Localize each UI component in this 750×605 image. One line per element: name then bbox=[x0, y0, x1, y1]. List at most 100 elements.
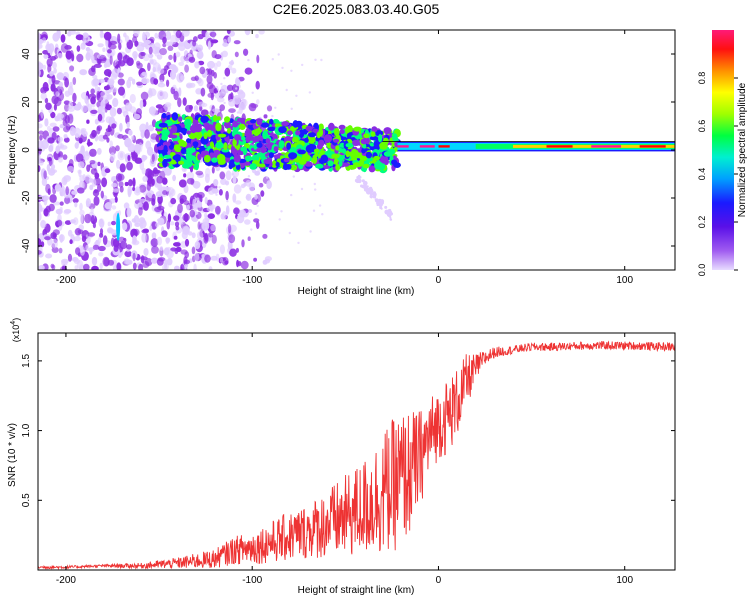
heatmap-cell bbox=[107, 227, 113, 234]
heatmap-cell bbox=[229, 248, 237, 257]
heatmap-cell bbox=[261, 147, 267, 152]
heatmap-cell bbox=[127, 185, 132, 196]
heatmap-cell bbox=[234, 134, 241, 141]
heatmap-cell bbox=[215, 141, 224, 149]
heatmap-cell bbox=[282, 164, 289, 171]
heatmap-cell bbox=[397, 145, 409, 148]
heatmap-cell bbox=[380, 155, 389, 164]
heatmap-cell bbox=[362, 179, 365, 182]
heatmap-cell bbox=[49, 70, 55, 77]
heatmap-cell bbox=[244, 132, 251, 137]
heatmap-cell bbox=[153, 42, 161, 51]
snr-scale-base: (x10 bbox=[11, 325, 21, 343]
heatmap-cell bbox=[186, 138, 191, 144]
heatmap-cell bbox=[207, 40, 211, 50]
heatmap-cell bbox=[117, 134, 124, 139]
heatmap-cell bbox=[342, 162, 350, 167]
heatmap-cell bbox=[328, 122, 335, 131]
heatmap-cell bbox=[132, 177, 136, 188]
heatmap-cell bbox=[323, 134, 333, 143]
heatmap-cell bbox=[290, 193, 293, 197]
heatmap-cell bbox=[81, 105, 89, 113]
heatmap-cell bbox=[79, 209, 85, 216]
heatmap-cell bbox=[54, 183, 62, 192]
heatmap-cell bbox=[51, 238, 58, 249]
heatmap-cell bbox=[138, 263, 144, 270]
heatmap-cell bbox=[149, 59, 154, 65]
heatmap-cell bbox=[211, 234, 217, 244]
heatmap-cell bbox=[244, 30, 251, 36]
heatmap-cell bbox=[290, 164, 298, 171]
heatmap-cell bbox=[191, 232, 196, 239]
heatmap-cell bbox=[591, 145, 621, 148]
heatmap-cell bbox=[158, 107, 165, 114]
heatmap-cell bbox=[93, 196, 100, 206]
heatmap-cell bbox=[85, 47, 91, 52]
heatmap-cell bbox=[273, 154, 281, 159]
heatmap-cell bbox=[173, 90, 179, 101]
heatmap-cell bbox=[140, 91, 149, 101]
heatmap-cell bbox=[157, 82, 166, 88]
heatmap-cell bbox=[214, 54, 222, 60]
heatmap-cell bbox=[142, 261, 150, 268]
heatmap-cell bbox=[65, 186, 69, 196]
heatmap-cell bbox=[136, 81, 143, 86]
heatmap-cell bbox=[217, 133, 227, 138]
heatmap-cell bbox=[64, 77, 69, 88]
heatmap-cell bbox=[353, 126, 362, 132]
heatmap-cell bbox=[111, 182, 118, 188]
heatmap-cell bbox=[58, 81, 64, 87]
heatmap-cell bbox=[221, 148, 230, 153]
heatmap-cell bbox=[185, 147, 194, 155]
heatmap-cell bbox=[256, 204, 259, 207]
heatmap-cell bbox=[190, 76, 197, 82]
heatmap-cell bbox=[360, 184, 363, 188]
heatmap-cell bbox=[102, 134, 108, 140]
heatmap-cell bbox=[182, 213, 190, 222]
heatmap-cell bbox=[157, 217, 165, 226]
heatmap-cell bbox=[207, 187, 215, 195]
heatmap-cell bbox=[292, 120, 299, 128]
heatmap-cell bbox=[171, 125, 178, 134]
heatmap-cell bbox=[208, 266, 213, 270]
heatmap-cell bbox=[109, 140, 113, 148]
heatmap-cell bbox=[389, 212, 393, 216]
heatmap-cell bbox=[63, 137, 70, 143]
heatmap-cell bbox=[43, 54, 49, 59]
heatmap-cell bbox=[139, 123, 147, 134]
heatmap-cell bbox=[226, 84, 234, 92]
heatmap-cell bbox=[380, 207, 383, 210]
heatmap-cell bbox=[84, 174, 92, 184]
heatmap-cell bbox=[180, 263, 185, 270]
heatmap-cell bbox=[204, 232, 209, 242]
heatmap-cell bbox=[171, 112, 179, 121]
heatmap-cell bbox=[132, 262, 137, 270]
heatmap-cell bbox=[40, 109, 44, 119]
heatmap-cell bbox=[58, 151, 64, 159]
heatmap-cell bbox=[163, 154, 172, 159]
heatmap-cell bbox=[235, 164, 241, 170]
svg-text:(x104): (x104) bbox=[10, 318, 21, 342]
heatmap-cell bbox=[184, 158, 193, 168]
heatmap-cell bbox=[86, 200, 90, 208]
heatmap-cell bbox=[131, 239, 140, 246]
heatmap-cell bbox=[170, 197, 177, 205]
heatmap-cell bbox=[159, 170, 166, 179]
heatmap-cell bbox=[80, 128, 87, 133]
heatmap-cell bbox=[109, 55, 113, 65]
heatmap-cell bbox=[183, 200, 190, 206]
heatmap-cell bbox=[126, 79, 132, 89]
heatmap-cell bbox=[315, 163, 324, 169]
heatmap-cell bbox=[167, 45, 174, 51]
heatmap-cell bbox=[245, 127, 250, 134]
heatmap-cell bbox=[116, 262, 122, 270]
heatmap-cell bbox=[198, 101, 206, 107]
heatmap-cell bbox=[313, 148, 320, 153]
heatmap-cell bbox=[38, 238, 42, 248]
heatmap-cell bbox=[80, 246, 85, 256]
heatmap-cell bbox=[159, 246, 164, 252]
heatmap-cell bbox=[265, 176, 269, 179]
heatmap-cell bbox=[57, 156, 63, 163]
heatmap-cell bbox=[209, 31, 217, 38]
heatmap-cell bbox=[67, 165, 75, 172]
